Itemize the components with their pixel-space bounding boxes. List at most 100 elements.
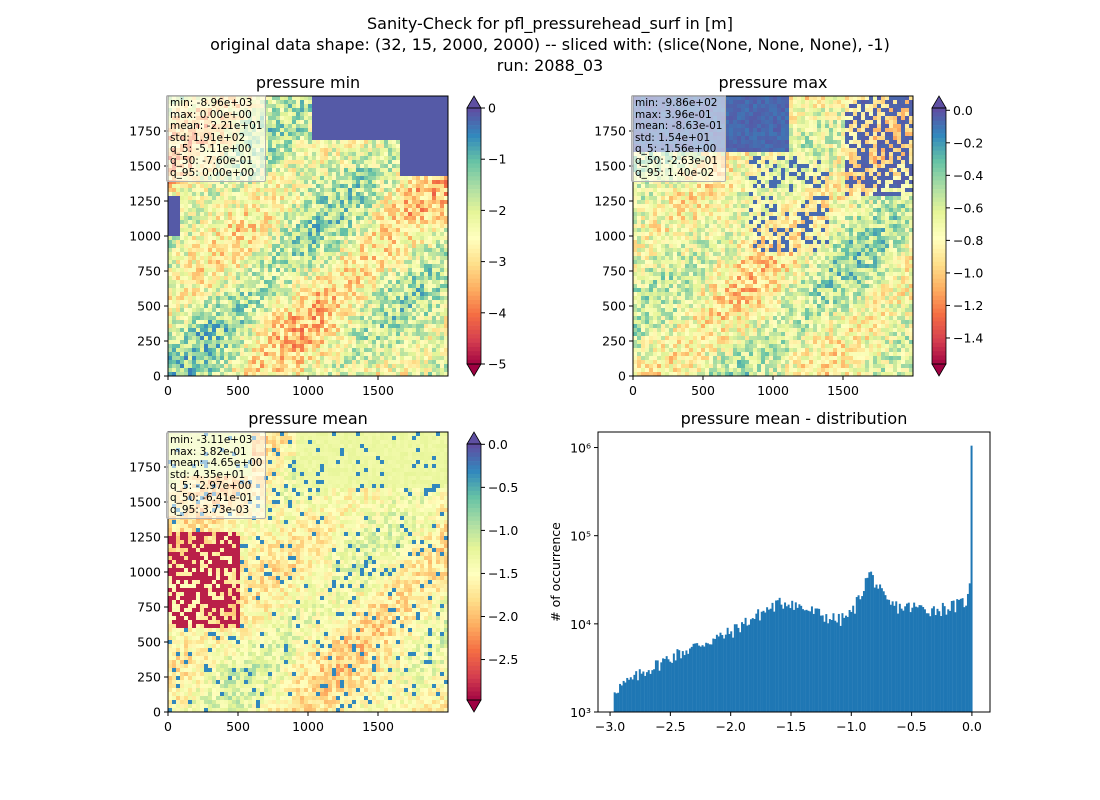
histogram-bar xyxy=(865,578,867,712)
histogram-bar xyxy=(644,676,646,712)
colorbar-tick-label-max: −0.4 xyxy=(953,168,983,183)
colorbar-tick-label-mean: −2.0 xyxy=(488,609,518,624)
histogram-bar xyxy=(845,616,847,712)
hist-y-tick-label: 10⁴ xyxy=(570,617,591,632)
panel-title-hist: pressure mean - distribution xyxy=(681,409,908,428)
stats-box-max: min: -9.86e+02 max: 3.96e-01 mean: -8.63e-… xyxy=(631,95,726,182)
histogram-bar xyxy=(942,603,944,712)
y-tick-label-min: 1750 xyxy=(129,124,161,139)
x-tick-label-max: 1500 xyxy=(827,383,859,398)
hist-y-tick-label: 10³ xyxy=(570,705,591,720)
histogram-bar xyxy=(659,671,661,712)
hist-x-tick-label: 0.0 xyxy=(962,719,982,734)
colorbar-tick-label-mean: −1.0 xyxy=(488,523,518,538)
histogram-bar xyxy=(754,619,756,712)
y-tick-label-min: 250 xyxy=(137,334,161,349)
histogram-bar xyxy=(721,635,723,712)
y-tick-label-min: 1000 xyxy=(129,229,161,244)
hist-y-axis-label: # of occurrence xyxy=(548,522,563,622)
histogram-bar xyxy=(773,612,775,712)
histogram-bar xyxy=(671,663,673,712)
histogram-bars xyxy=(614,446,973,712)
histogram-bar xyxy=(818,609,820,712)
histogram-bar xyxy=(653,669,655,712)
colorbar-tick-label-max: −0.2 xyxy=(953,135,983,150)
histogram-bar xyxy=(897,614,899,712)
colorbar-tick-label-min: −3 xyxy=(488,254,506,269)
histogram-bar xyxy=(728,634,730,712)
y-tick-label-mean: 500 xyxy=(137,635,161,650)
histogram-bar xyxy=(829,619,831,712)
histogram-bar xyxy=(911,608,913,712)
colorbar-tick-label-min: −4 xyxy=(488,305,506,320)
histogram-bar xyxy=(919,605,921,712)
histogram-bar xyxy=(886,599,888,712)
y-tick-label-mean: 0 xyxy=(153,705,161,720)
histogram-bar xyxy=(673,654,675,713)
histogram-bar xyxy=(838,614,840,712)
histogram-bar xyxy=(798,604,800,712)
hist-x-tick-label: −0.5 xyxy=(896,719,926,734)
histogram-bar xyxy=(804,610,806,712)
histogram-bar xyxy=(791,601,793,712)
histogram-bar xyxy=(910,612,912,712)
y-tick-label-mean: 250 xyxy=(137,670,161,685)
histogram-bar xyxy=(940,616,942,712)
histogram-bar xyxy=(928,613,930,712)
histogram-bar xyxy=(698,646,700,712)
panel-title-mean: pressure mean xyxy=(248,409,368,428)
histogram-bar xyxy=(820,616,822,712)
histogram-bar xyxy=(696,643,698,712)
histogram-bar xyxy=(745,618,747,712)
histogram-bar xyxy=(841,613,843,712)
histogram-bar xyxy=(800,606,802,712)
x-tick-label-max: 500 xyxy=(691,383,715,398)
colorbar-mean: 0.0−0.5−1.0−1.5−2.0−2.5 xyxy=(467,432,518,712)
histogram-bar xyxy=(922,607,924,712)
colorbar-extend-top-min xyxy=(467,96,481,108)
histogram-bar xyxy=(705,643,707,712)
histogram-bar xyxy=(789,608,791,712)
histogram-bar xyxy=(960,599,962,712)
histogram-bar xyxy=(963,607,965,712)
histogram-bar xyxy=(971,446,973,712)
histogram-bar xyxy=(750,619,752,712)
histogram-bar xyxy=(703,647,705,712)
histogram-bar xyxy=(741,622,743,712)
histogram-bar xyxy=(764,613,766,712)
hist-x-tick-label: −1.5 xyxy=(776,719,806,734)
histogram-bar xyxy=(632,679,634,712)
histogram-bar xyxy=(777,600,779,712)
histogram-bar xyxy=(947,609,949,712)
histogram-bar xyxy=(662,658,664,712)
histogram-bar xyxy=(938,611,940,712)
y-tick-label-min: 1250 xyxy=(129,194,161,209)
histogram-bar xyxy=(797,608,799,712)
histogram-bar xyxy=(736,624,738,712)
hist-y-tick-label: 10⁶ xyxy=(570,441,591,456)
histogram-bar xyxy=(782,609,784,712)
histogram-bar xyxy=(953,601,955,712)
histogram-bar xyxy=(933,606,935,712)
histogram-bar xyxy=(669,662,671,712)
histogram-bar xyxy=(929,616,931,712)
histogram-bar xyxy=(730,631,732,712)
histogram-bar xyxy=(908,603,910,712)
histogram-bar xyxy=(772,603,774,712)
x-tick-label-max: 0 xyxy=(629,383,637,398)
histogram-bar xyxy=(630,677,632,712)
histogram-bar xyxy=(678,650,680,712)
histogram-bar xyxy=(852,606,854,712)
histogram-bar xyxy=(675,660,677,712)
histogram-bar xyxy=(743,624,745,712)
histogram-bar xyxy=(682,651,684,712)
histogram-bar xyxy=(893,606,895,712)
colorbar-extend-bottom-max xyxy=(932,364,946,376)
histogram-bar xyxy=(809,611,811,712)
histogram-bar xyxy=(651,670,653,712)
histogram-bar xyxy=(951,601,953,712)
histogram-bar xyxy=(811,606,813,712)
x-tick-label-min: 1500 xyxy=(362,383,394,398)
histogram-bar xyxy=(707,643,709,712)
histogram-bar xyxy=(689,648,691,712)
